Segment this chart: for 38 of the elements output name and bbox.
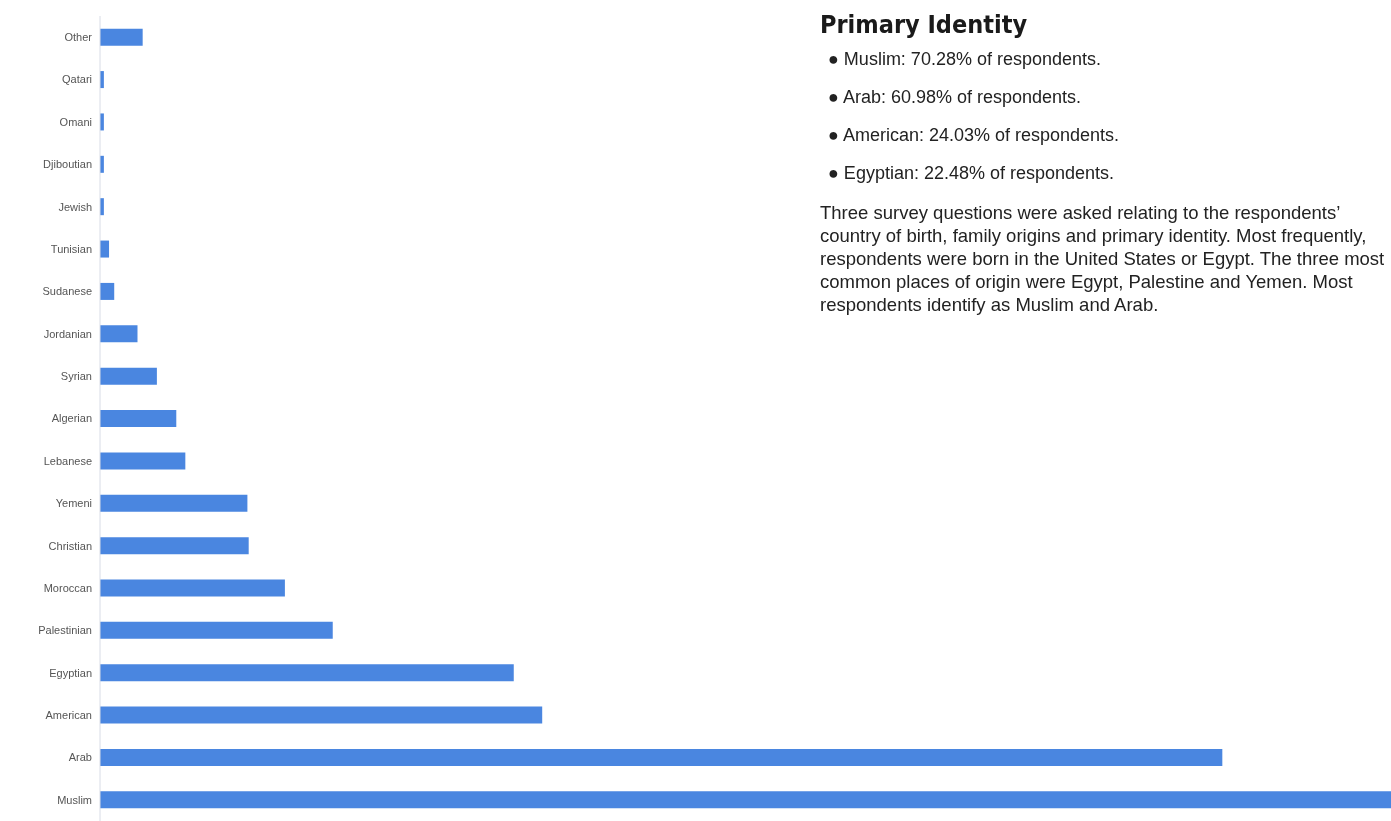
- bar: [100, 664, 514, 682]
- y-tick-label: Palestinian: [38, 624, 92, 637]
- bar: [100, 282, 115, 300]
- y-tick-label: Sudanese: [42, 285, 92, 298]
- y-tick-label: American: [45, 708, 92, 721]
- bar: [100, 494, 248, 512]
- bar: [100, 452, 186, 470]
- y-tick-label: Syrian: [60, 370, 92, 383]
- y-tick-label: Other: [64, 31, 93, 44]
- bar: [100, 748, 1223, 766]
- bar: [100, 579, 285, 597]
- bar: [100, 537, 249, 555]
- y-tick-label: Algerian: [51, 412, 92, 425]
- y-tick-label: Jordanian: [43, 327, 92, 340]
- bar: [100, 410, 177, 428]
- y-tick-label: Muslim: [57, 793, 92, 806]
- y-tick-label: Tunisian: [50, 242, 92, 255]
- y-tick-label: Jewish: [58, 200, 92, 213]
- bar: [100, 367, 157, 385]
- annotation: ● Arab: 60.98% of respondents.: [828, 87, 1083, 108]
- y-tick-label: Omani: [59, 115, 92, 128]
- bar: [100, 325, 138, 343]
- y-tick-label: Moroccan: [43, 581, 92, 594]
- y-tick-label: Egyptian: [49, 666, 92, 679]
- bar: [100, 28, 143, 46]
- bar: [100, 621, 333, 639]
- chart-title: Primary Identity: [820, 10, 1029, 39]
- y-tick-label: Djiboutian: [43, 158, 92, 171]
- y-tick-label: Christian: [48, 539, 92, 552]
- y-tick-label: Arab: [68, 751, 92, 764]
- annotation: ● American: 24.03% of respondents.: [828, 125, 1121, 146]
- y-tick-label: Yemeni: [55, 497, 92, 510]
- y-tick-label: Qatari: [62, 73, 92, 86]
- y-tick-label: Lebanese: [43, 454, 92, 467]
- annotation: ● Egyptian: 22.48% of respondents.: [828, 163, 1116, 184]
- text: Three survey questions were asked relating to the respondents’ country of birth, family origins and primary identity. Most frequently, respondents were born in the United States or Egypt. The three most common places of origin were Egypt, Palestine and Yemen. Most respondents identify as Muslim and Arab.: [820, 201, 1386, 317]
- annotation: ● Muslim: 70.28% of respondents.: [828, 49, 1102, 70]
- bar: [100, 706, 543, 724]
